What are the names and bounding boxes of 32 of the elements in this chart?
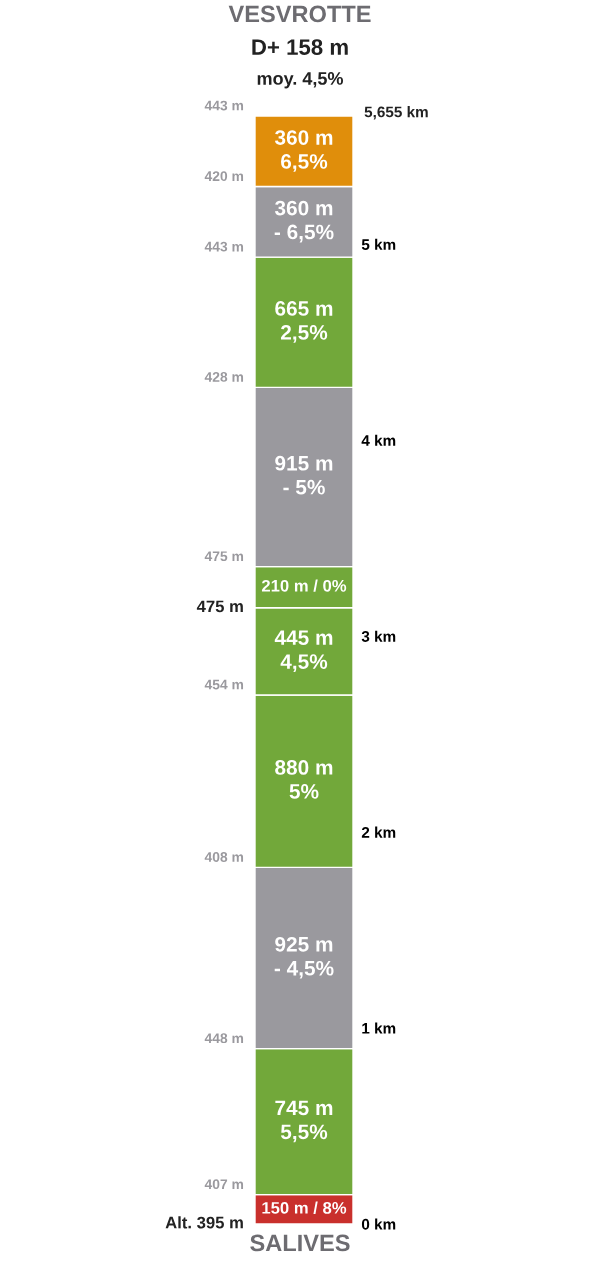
annotation: 360 m - 6,5% [274, 200, 334, 243]
annotation: 150 m / 8% [262, 1201, 347, 1214]
x-axis-title: SALIVES [250, 1234, 350, 1252]
y-tick-label: 1 km [362, 1022, 396, 1034]
annotation: 665 m 2,5% [275, 301, 333, 343]
text: 407 m [204, 1179, 244, 1190]
annotation: 210 m / 0% [261, 579, 347, 592]
text: 475 m [204, 551, 244, 562]
text: Alt. 395 m [165, 1216, 243, 1229]
annotation: 915 m - 5% [275, 455, 333, 495]
text: 420 m [204, 171, 244, 182]
annotation: 745 m 5,5% [275, 1100, 333, 1143]
chart-title: VESVROTTE [228, 5, 371, 23]
y-tick-label: 3 km [361, 630, 396, 642]
y-tick-label: 5 km [361, 238, 396, 251]
y-tick-label: 0 km [361, 1218, 396, 1230]
text: 443 m [204, 241, 244, 252]
text: 475 m [196, 600, 243, 613]
annotation: 360 m 6,5% [274, 130, 333, 172]
text: 443 m [204, 100, 244, 111]
text: 408 m [204, 852, 244, 862]
text: 448 m [204, 1033, 244, 1044]
y-tick-label: 4 km [361, 434, 396, 446]
text: 428 m [204, 372, 244, 382]
annotation: 445 m 4,5% [274, 630, 333, 672]
chart-subtitle: D+ 158 m [252, 39, 348, 55]
annotation: 880 m 5% [275, 760, 333, 799]
text: 5,655 km [364, 106, 428, 120]
y-tick-label: 2 km [361, 826, 396, 838]
annotation: 925 m - 4,5% [274, 936, 334, 979]
text: moy. 4,5% [257, 72, 344, 89]
text: 454 m [204, 679, 244, 690]
